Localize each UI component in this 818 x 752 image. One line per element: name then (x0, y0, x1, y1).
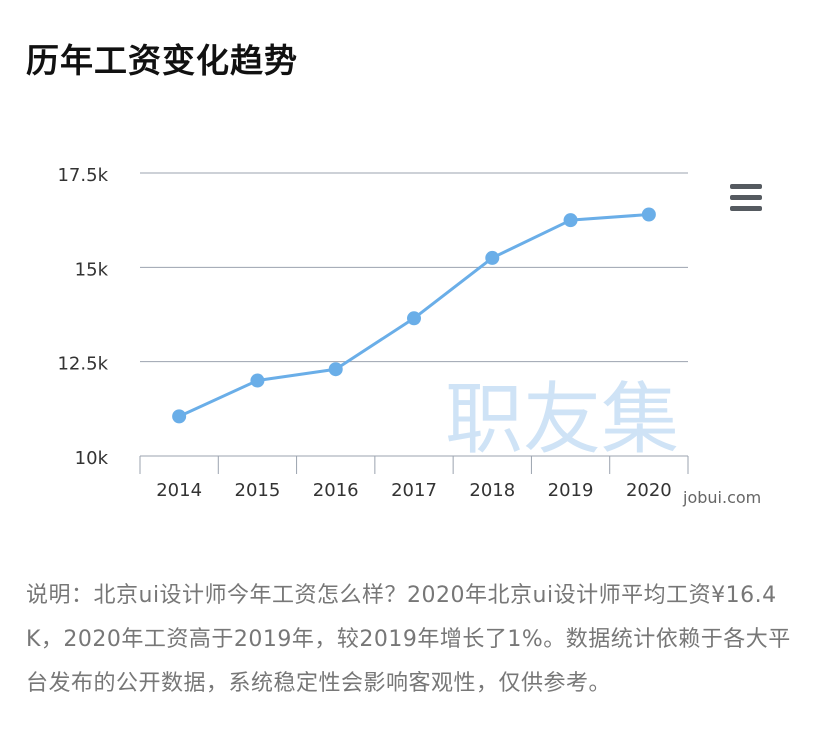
x-tick-label: 2015 (235, 480, 281, 501)
y-tick-label: 17.5k (57, 165, 108, 186)
series-layer (172, 207, 656, 424)
salary-trend-chart: 10k 12.5k 15k 17.5k 2014 2015 2016 2017 2018 2019… (57, 165, 761, 507)
data-point[interactable] (407, 311, 421, 326)
x-tick-label: 2016 (313, 480, 359, 501)
data-point[interactable] (250, 373, 265, 388)
data-point[interactable] (328, 362, 343, 377)
y-tick-label: 12.5k (57, 354, 108, 375)
data-point[interactable] (641, 207, 656, 222)
x-tick-label: 2014 (156, 480, 202, 501)
chart-menu-button[interactable] (722, 178, 770, 218)
x-tick-label: 2019 (548, 480, 594, 501)
page-title: 历年工资变化趋势 (26, 41, 298, 80)
watermark-text: 职友集 (445, 375, 679, 465)
axis-layer: 10k 12.5k 15k 17.5k 2014 2015 2016 2017 2018 2019… (57, 165, 689, 501)
chart-description: 说明：北京ui设计师今年工资怎么样？2020年北京ui设计师平均工资¥16.4K… (26, 583, 791, 696)
x-tick-label: 2017 (391, 480, 437, 501)
data-point[interactable] (172, 409, 187, 424)
data-point[interactable] (485, 250, 500, 265)
x-tick-label: 2018 (469, 480, 515, 501)
watermark-url: jobui.com (682, 488, 761, 507)
x-tick-label: 2020 (626, 480, 672, 501)
data-point[interactable] (563, 213, 578, 228)
y-tick-label: 10k (75, 448, 109, 469)
grid-layer (140, 172, 688, 363)
y-tick-label: 15k (75, 259, 109, 280)
